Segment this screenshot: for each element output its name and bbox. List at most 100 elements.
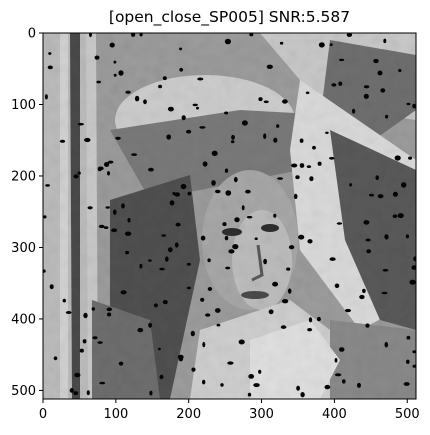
noise-speck [272, 281, 279, 287]
noise-speck [62, 298, 66, 303]
noise-speck [191, 367, 196, 372]
noise-speck [216, 323, 221, 327]
noise-speck [286, 267, 291, 271]
noise-speck [381, 291, 388, 295]
noise-speck [207, 258, 211, 263]
x-tick-label: 300 [249, 407, 274, 422]
noise-speck [107, 171, 110, 176]
noise-speck [276, 124, 280, 128]
noise-speck [401, 182, 407, 188]
noise-speck [69, 388, 74, 393]
noise-speck [254, 237, 258, 240]
noise-speck [234, 217, 240, 223]
noise-speck [73, 174, 79, 179]
noise-speck [338, 81, 343, 86]
noise-speck [282, 99, 288, 104]
noise-speck [296, 385, 300, 391]
noise-speck [49, 284, 54, 290]
noise-speck [392, 214, 398, 218]
noise-speck [215, 189, 221, 194]
noise-speck [121, 203, 125, 209]
noise-speck [187, 191, 192, 196]
noise-speck [200, 297, 205, 302]
noise-speck [224, 168, 229, 173]
noise-speck [113, 73, 117, 77]
noise-speck [305, 91, 310, 95]
noise-speck [104, 162, 110, 167]
noise-speck [377, 70, 383, 76]
noise-speck [338, 347, 345, 352]
noise-speck [238, 339, 245, 345]
noise-speck [74, 372, 81, 378]
chart-title: [open_close_SP005] SNR:5.587 [109, 8, 350, 27]
noise-speck [162, 76, 167, 81]
noise-speck [406, 102, 411, 106]
noise-speck [306, 165, 312, 169]
noise-speck [103, 226, 109, 230]
noise-speck [134, 95, 140, 102]
noise-speck [382, 268, 389, 272]
noise-speck [120, 290, 127, 295]
noise-speck [179, 67, 184, 72]
noise-speck [77, 171, 81, 175]
noise-speck [406, 335, 411, 340]
noise-speck [148, 322, 153, 328]
x-axis: 0 100 200 300 400 500 [39, 399, 420, 422]
noise-speck [175, 222, 181, 227]
y-tick-label: 400 [11, 312, 36, 327]
noise-speck [148, 259, 152, 262]
noise-speck [408, 156, 413, 160]
noise-speck [317, 161, 322, 166]
noise-speck [246, 215, 253, 219]
noise-speck [43, 269, 46, 273]
noise-speck [299, 138, 304, 143]
noise-speck [398, 68, 402, 73]
noise-speck [385, 114, 389, 119]
noise-speck [91, 307, 96, 311]
noise-speck [280, 325, 287, 329]
noise-speck [228, 249, 235, 254]
noise-speck [307, 239, 313, 244]
noise-speck [148, 167, 154, 172]
noise-speck [334, 283, 340, 289]
noise-speck [258, 97, 263, 102]
noise-speck [281, 299, 289, 304]
noise-speck [127, 217, 131, 223]
noise-speck [159, 374, 164, 380]
noise-speck [268, 309, 274, 315]
noise-speck [174, 242, 179, 248]
x-tick-label: 0 [39, 407, 47, 422]
noise-speck [227, 361, 234, 365]
axes-frame [42, 32, 417, 400]
noise-speck [166, 134, 171, 140]
noise-speck [79, 348, 84, 353]
x-tick-label: 400 [322, 407, 347, 422]
noise-speck [107, 160, 114, 164]
noise-speck [331, 83, 337, 87]
noise-speck [125, 90, 131, 94]
noise-speck [197, 77, 204, 81]
noise-speck [73, 391, 79, 396]
noise-speck [363, 93, 369, 99]
noise-speck [241, 205, 245, 211]
noise-speck [225, 266, 231, 270]
noise-speck [82, 339, 87, 344]
noise-speck [224, 235, 229, 241]
noise-speck [45, 184, 50, 187]
noise-speck [65, 311, 72, 314]
noise-speck [369, 193, 374, 197]
noise-speck [366, 249, 372, 254]
noise-speck [98, 224, 105, 229]
noise-speck [308, 317, 313, 323]
noise-speck [411, 265, 416, 270]
noise-speck [263, 258, 267, 265]
noise-speck [94, 55, 100, 60]
noise-speck [231, 134, 235, 140]
noise-speck [97, 341, 103, 344]
noise-speck [47, 65, 53, 70]
noise-speck [405, 234, 409, 239]
y-tick-label: 100 [11, 98, 36, 113]
y-tick-label: 500 [11, 384, 36, 399]
noise-speck [233, 176, 238, 183]
